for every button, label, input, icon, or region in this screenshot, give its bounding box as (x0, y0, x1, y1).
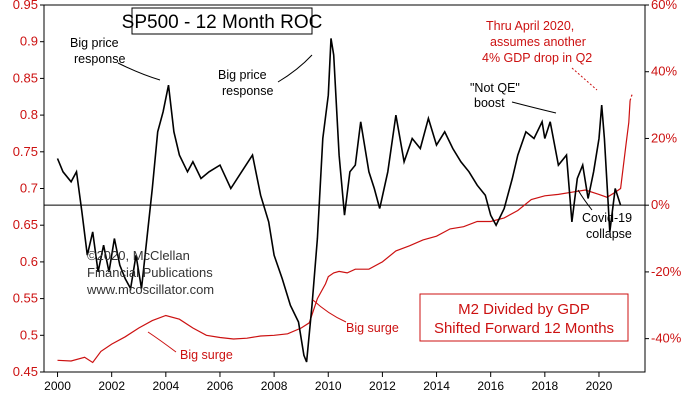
credit-line2: Financial Publications (87, 265, 213, 280)
right-axis: -40% -20% 0% 20% 40% 60% (645, 0, 682, 346)
annotation-not-qe-line1: "Not QE" (470, 81, 520, 95)
left-tick-label: 0.5 (20, 327, 38, 342)
annotation-thru-april-line2: assumes another (490, 35, 586, 49)
arrow-covid (577, 189, 593, 211)
x-tick-label: 2018 (531, 379, 558, 393)
sp500-roc-series-line (56, 38, 622, 363)
arrow-big-price-response-2 (277, 54, 313, 83)
x-axis: 2000 2002 2004 2006 2008 2010 2012 2014 2016 2018… (44, 372, 613, 393)
right-tick-label: 20% (651, 130, 677, 145)
x-tick-label: 2004 (152, 379, 179, 393)
x-tick-label: 2006 (207, 379, 234, 393)
left-tick-label: 0.55 (13, 291, 38, 306)
arrow-big-price-response-1 (117, 62, 161, 81)
annotation-big-price-response-1-line2: response (74, 52, 125, 66)
right-tick-label: -40% (651, 331, 682, 346)
m2-legend-line1: M2 Divided by GDP (458, 301, 590, 318)
left-tick-label: 0.6 (20, 254, 38, 269)
right-tick-label: -20% (651, 264, 682, 279)
left-tick-label: 0.75 (13, 144, 38, 159)
right-tick-label: 40% (651, 64, 677, 79)
credit-line1: ©2020, McClellan (87, 248, 190, 263)
annotation-thru-april-line3: 4% GDP drop in Q2 (482, 51, 592, 65)
right-tick-label: 60% (651, 0, 677, 12)
right-tick-label: 0% (651, 197, 670, 212)
x-tick-label: 2016 (477, 379, 504, 393)
x-tick-label: 2008 (261, 379, 288, 393)
x-tick-label: 2000 (44, 379, 71, 393)
left-tick-label: 0.9 (20, 34, 38, 49)
x-tick-label: 2020 (586, 379, 613, 393)
left-tick-label: 0.45 (13, 364, 38, 379)
annotation-covid-line2: collapse (586, 227, 632, 241)
left-tick-label: 0.85 (13, 70, 38, 85)
annotation-big-surge-1: Big surge (180, 348, 233, 362)
m2-legend-box (419, 293, 629, 342)
credit-line3: www.mcoscillator.com (86, 282, 214, 297)
left-tick-label: 0.7 (20, 181, 38, 196)
annotation-big-price-response-2-line1: Big price (218, 68, 267, 82)
title-box (131, 7, 313, 35)
chart-title: SP500 - 12 Month ROC (122, 12, 323, 33)
left-tick-label: 0.65 (13, 217, 38, 232)
annotation-big-surge-2: Big surge (346, 321, 399, 335)
arrow-thru-april (571, 67, 598, 91)
annotation-thru-april-line1: Thru April 2020, (486, 19, 574, 33)
left-axis: 0.45 0.5 0.55 0.6 0.65 0.7 0.75 0.8 0.85 0.9 0.95 (13, 0, 44, 379)
annotation-big-price-response-2-line2: response (222, 84, 273, 98)
annotation-covid-line1: Covid-19 (582, 211, 632, 225)
m2-legend-line2: Shifted Forward 12 Months (434, 320, 614, 337)
arrow-big-surge-2 (312, 299, 347, 323)
x-tick-label: 2002 (98, 379, 125, 393)
left-tick-label: 0.8 (20, 107, 38, 122)
x-tick-label: 2012 (369, 379, 396, 393)
left-tick-label: 0.95 (13, 0, 38, 12)
arrow-not-qe (511, 101, 557, 114)
annotation-not-qe-line2: boost (474, 96, 505, 110)
arrow-big-surge-1 (147, 331, 177, 353)
forecast-dotted-line (629, 94, 633, 101)
x-tick-label: 2010 (315, 379, 342, 393)
annotation-big-price-response-1-line1: Big price (70, 36, 119, 50)
x-tick-label: 2014 (423, 379, 450, 393)
